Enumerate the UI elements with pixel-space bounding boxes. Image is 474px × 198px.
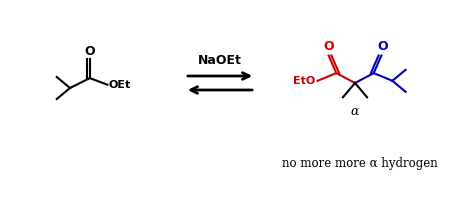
Text: O: O bbox=[84, 45, 95, 58]
Text: no more more α hydrogen: no more more α hydrogen bbox=[282, 156, 438, 169]
Text: O: O bbox=[323, 41, 334, 53]
Text: OEt: OEt bbox=[109, 80, 131, 90]
Text: EtO: EtO bbox=[293, 76, 316, 86]
Text: α: α bbox=[351, 105, 359, 118]
Text: O: O bbox=[377, 41, 388, 53]
Text: NaOEt: NaOEt bbox=[198, 54, 242, 68]
